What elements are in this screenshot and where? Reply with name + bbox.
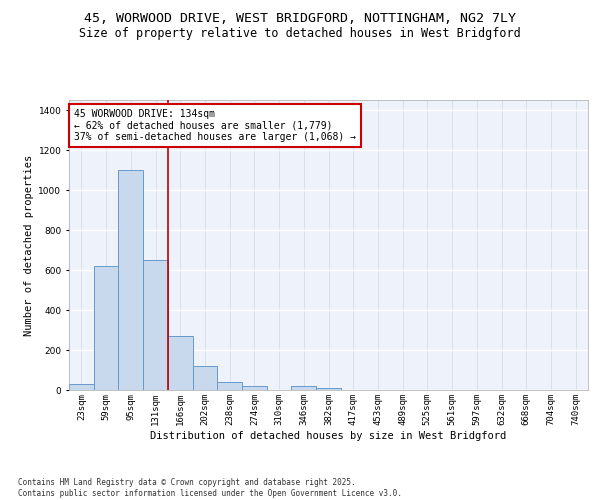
Bar (242, 386, 267, 390)
Y-axis label: Number of detached properties: Number of detached properties (24, 154, 34, 336)
Text: Size of property relative to detached houses in West Bridgford: Size of property relative to detached ho… (79, 28, 521, 40)
Text: Contains HM Land Registry data © Crown copyright and database right 2025.
Contai: Contains HM Land Registry data © Crown c… (18, 478, 402, 498)
X-axis label: Distribution of detached houses by size in West Bridgford: Distribution of detached houses by size … (151, 430, 506, 440)
Bar (316, 388, 341, 390)
Bar (217, 382, 242, 390)
Bar (193, 366, 217, 390)
Bar (94, 266, 118, 390)
Bar (292, 386, 316, 390)
Text: 45, WORWOOD DRIVE, WEST BRIDGFORD, NOTTINGHAM, NG2 7LY: 45, WORWOOD DRIVE, WEST BRIDGFORD, NOTTI… (84, 12, 516, 26)
Bar (118, 170, 143, 390)
Bar (143, 260, 168, 390)
Bar (69, 384, 94, 390)
Bar (168, 336, 193, 390)
Text: 45 WORWOOD DRIVE: 134sqm
← 62% of detached houses are smaller (1,779)
37% of sem: 45 WORWOOD DRIVE: 134sqm ← 62% of detach… (74, 108, 356, 142)
